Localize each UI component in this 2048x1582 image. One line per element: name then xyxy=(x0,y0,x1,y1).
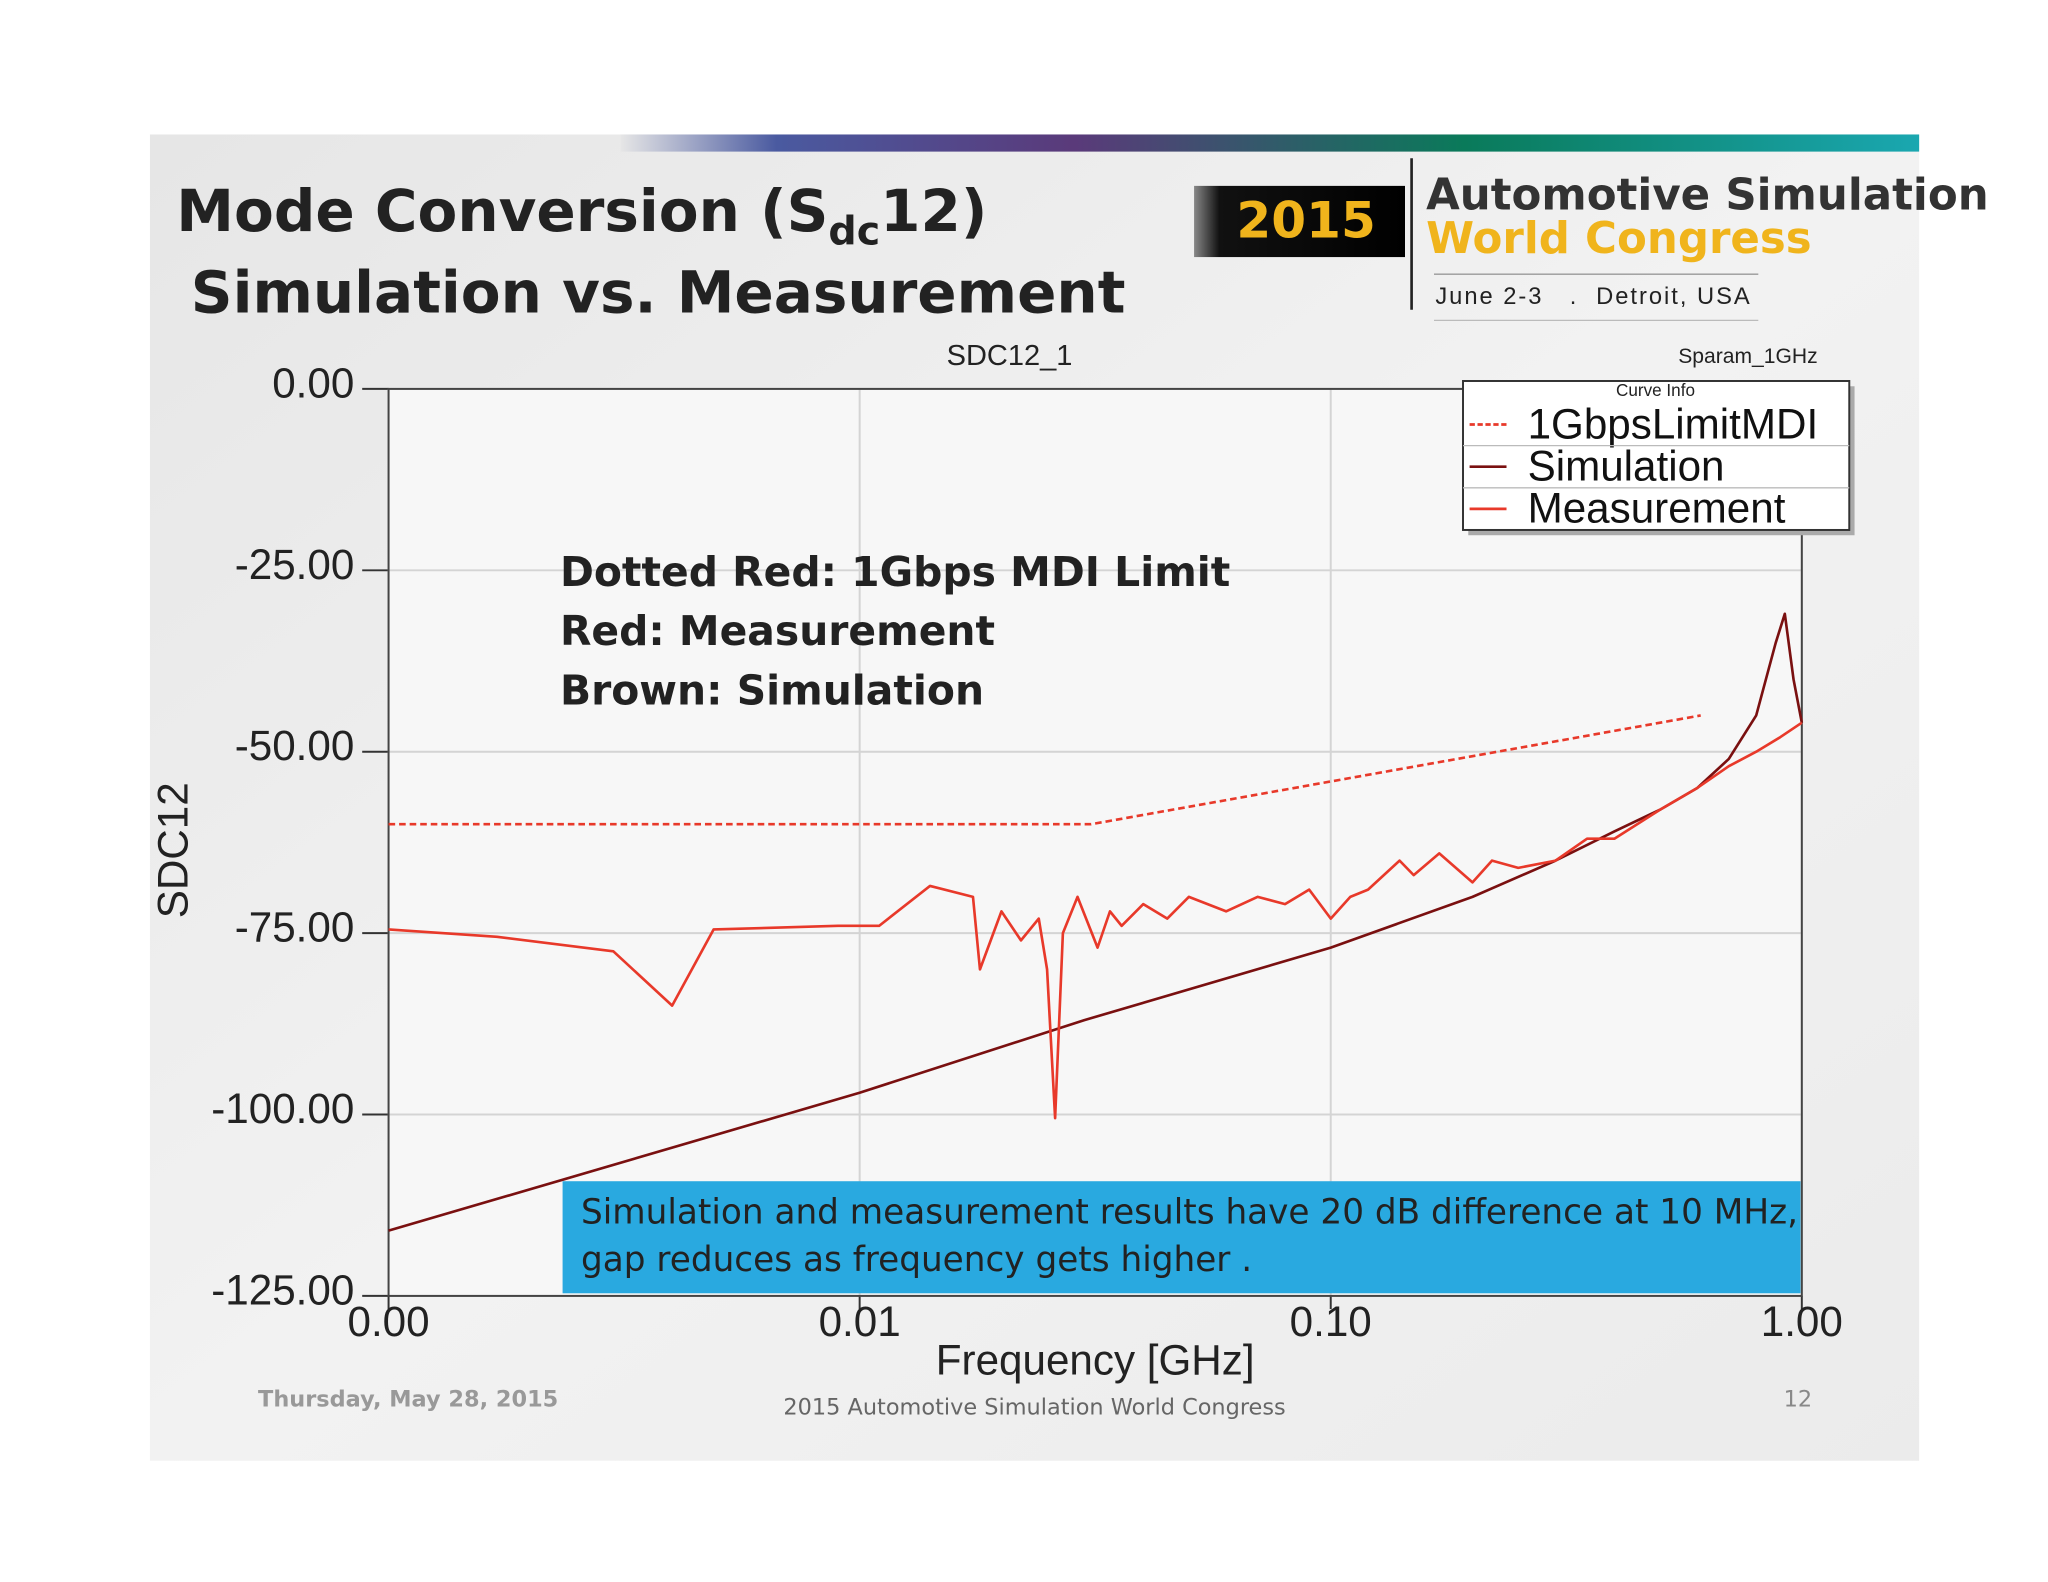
plot: 0.00-25.00-50.00-75.00-100.00-125.000.00… xyxy=(149,340,1855,1383)
header-bar xyxy=(620,134,1920,152)
footer-date: Thursday, May 28, 2015 xyxy=(258,1387,558,1413)
logo-line1: Automotive Simulation xyxy=(1426,170,1989,220)
series-line xyxy=(388,714,1701,826)
title-subscript: dc xyxy=(828,208,880,254)
logo-line2: World Congress xyxy=(1426,214,1812,264)
footer-page: 12 xyxy=(1784,1387,1813,1413)
x-tick-label: 1.00 xyxy=(1761,1298,1843,1345)
legend-label: 1GbpsLimitMDI xyxy=(1528,400,1819,447)
legend-label: Measurement xyxy=(1528,485,1786,532)
footer-center: 2015 Automotive Simulation World Congres… xyxy=(783,1394,1285,1420)
x-axis-label: Frequency [GHz] xyxy=(936,1336,1255,1383)
logo-year-box xyxy=(1194,185,1405,258)
legend-box xyxy=(1462,380,1851,531)
annotation: Dotted Red: 1Gbps MDI Limit xyxy=(560,548,1230,596)
callout-box xyxy=(562,1181,1801,1294)
slide-title: Mode Conversion (Sdc12) xyxy=(176,177,987,254)
chart-title: SDC12_1 xyxy=(947,340,1073,372)
legend-title: Curve Info xyxy=(1616,380,1695,400)
series-line xyxy=(388,721,1803,1120)
y-tick-label: -25.00 xyxy=(235,541,355,588)
slide-subtitle: Simulation vs. Measurement xyxy=(191,259,1126,327)
y-tick-label: -75.00 xyxy=(235,904,355,951)
y-axis-label: SDC12 xyxy=(149,782,196,918)
callout-text: Simulation and measurement results have … xyxy=(581,1193,1798,1233)
logo-year: 2015 xyxy=(1236,192,1375,250)
y-tick-label: 0.00 xyxy=(272,359,354,406)
callout-text: gap reduces as frequency gets higher . xyxy=(581,1240,1252,1280)
logo-sep: . xyxy=(1570,284,1577,310)
y-tick-label: -50.00 xyxy=(235,722,355,769)
annotation: Red: Measurement xyxy=(560,607,995,655)
plot-frame xyxy=(387,387,1803,1297)
x-tick-label: 0.01 xyxy=(819,1298,901,1345)
plot-area xyxy=(388,388,1802,1296)
x-tick-label: 0.10 xyxy=(1290,1298,1372,1345)
title-text: 12) xyxy=(880,177,987,245)
y-tick-label: -125.00 xyxy=(211,1266,354,1313)
corner-label: Sparam_1GHz xyxy=(1678,345,1817,368)
annotation: Brown: Simulation xyxy=(560,666,984,714)
logo-place: Detroit, USA xyxy=(1596,284,1752,310)
logo-date: June 2-3 xyxy=(1435,284,1543,310)
legend-label: Simulation xyxy=(1528,442,1725,489)
y-tick-label: -100.00 xyxy=(211,1085,354,1132)
x-tick-label: 0.00 xyxy=(348,1298,430,1345)
title-text: Mode Conversion (S xyxy=(176,177,828,245)
